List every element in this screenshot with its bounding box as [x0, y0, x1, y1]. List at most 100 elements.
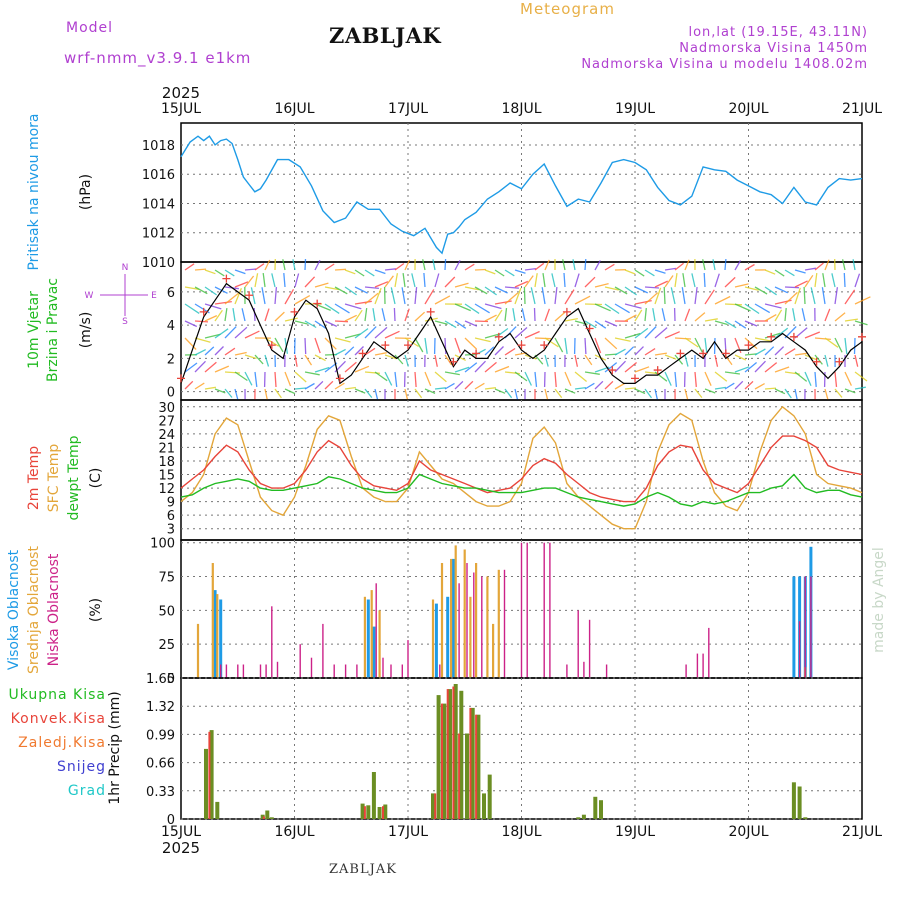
- wind-barb: [423, 272, 426, 288]
- wind-barb: [484, 314, 497, 322]
- wind-barb: [454, 380, 464, 390]
- wind-barb: [274, 287, 278, 305]
- wind-barb: [422, 259, 426, 271]
- wind-barb: [634, 309, 643, 322]
- wind-barb: [703, 272, 706, 288]
- wind-barb: [714, 371, 728, 382]
- precip-bar-0: [442, 703, 447, 819]
- precip-bar-0: [487, 774, 492, 819]
- wind-barb: [344, 361, 357, 373]
- wind-barb: [244, 268, 257, 271]
- wind-barb: [834, 337, 843, 353]
- x-tick-bottom-20JUL: 20JUL: [729, 824, 769, 840]
- wind-barb: [224, 269, 235, 277]
- clouds-ytick-label: 50: [158, 604, 175, 619]
- wind-barb: [562, 259, 566, 271]
- wind-barb: [694, 371, 697, 387]
- wind-barb: [624, 361, 638, 373]
- wind-barb: [584, 303, 603, 306]
- wind-barb: [394, 273, 399, 288]
- wind-barb: [232, 308, 236, 322]
- station-title: ZABLJAK: [329, 23, 442, 48]
- precip-bar-0: [383, 804, 388, 819]
- wind-barb: [194, 349, 206, 356]
- temp-ylabel-a: 2m Temp: [26, 446, 42, 510]
- wind-barb: [241, 308, 246, 322]
- wind-barb: [852, 259, 856, 271]
- wind-barb: [234, 371, 248, 382]
- wind-barb: [294, 371, 307, 383]
- wind-barb: [444, 354, 453, 366]
- year-label-bottom: 2025: [162, 839, 200, 857]
- wind-barb: [184, 286, 199, 291]
- cloud-bar-2: [439, 664, 441, 678]
- wind-barb: [434, 295, 451, 305]
- wind-barb: [204, 346, 215, 356]
- wind-barb: [264, 259, 271, 271]
- wind-barb: [834, 312, 846, 322]
- cloud-bar-2: [473, 572, 475, 678]
- wind-barb: [344, 303, 362, 310]
- wind-barb: [234, 269, 246, 275]
- wind-barb: [464, 380, 474, 390]
- precip-bar-1: [469, 707, 472, 819]
- wind-barb: [494, 300, 512, 305]
- wind-barb: [764, 346, 775, 356]
- wind-barb: [624, 269, 636, 275]
- wind-barb: [764, 314, 777, 322]
- wind-barb: [214, 365, 230, 373]
- cloud-bar-2: [242, 664, 245, 678]
- wind-barb: [584, 258, 587, 271]
- wind-barb: [504, 269, 515, 277]
- wind-barb: [794, 371, 808, 382]
- cloud-bar-2: [702, 653, 704, 678]
- wind-gust-marker: [631, 374, 639, 383]
- wind-gust-marker: [381, 341, 390, 350]
- wind-barb: [724, 320, 737, 329]
- wind-barb: [652, 308, 656, 322]
- wind-barb: [533, 307, 536, 322]
- wind-barb: [694, 312, 706, 322]
- cloud-bar-2: [520, 542, 523, 678]
- wind-barb: [554, 287, 558, 305]
- precip-bar-0: [791, 782, 796, 819]
- wind-barb: [494, 346, 504, 356]
- wind-barb: [654, 352, 668, 356]
- wind-barb: [704, 388, 716, 394]
- wind-gust-marker: [222, 274, 231, 283]
- wind-barb: [764, 303, 782, 309]
- cloud-bar-2: [382, 657, 384, 678]
- wind-barb: [834, 287, 839, 305]
- precip-bar-1: [446, 689, 449, 819]
- wind-barb: [254, 371, 258, 387]
- precip-bar-1: [452, 686, 455, 819]
- precip-bar-0: [204, 748, 208, 819]
- wind-barb: [584, 354, 593, 366]
- precip-bar-1: [382, 806, 384, 819]
- precip-bar-1: [262, 816, 265, 819]
- pressure-ytick-label: 1012: [142, 227, 175, 242]
- wind-barb: [324, 362, 338, 373]
- wind-barb: [314, 259, 321, 271]
- wind-barb: [261, 287, 266, 305]
- wind-barb: [384, 275, 394, 288]
- wind-barb: [634, 346, 644, 356]
- wind-barb: [734, 380, 744, 390]
- cloud-bar-2: [685, 664, 687, 678]
- wind-barb: [634, 366, 650, 373]
- wind-barb: [374, 287, 382, 305]
- wind-barb: [224, 326, 237, 339]
- wind-barb: [674, 273, 678, 288]
- wind-barb: [444, 371, 460, 376]
- wind-gust-marker: [721, 349, 730, 358]
- wind-barb: [314, 320, 327, 329]
- cloud-bar-2: [276, 661, 279, 678]
- wind-barb: [694, 287, 698, 305]
- wind-barb: [274, 388, 282, 399]
- wind-barb: [404, 259, 411, 271]
- wind-barb: [244, 275, 255, 288]
- wind-gust-marker: [517, 341, 526, 350]
- wind-barb: [654, 371, 668, 382]
- wind-barb: [354, 346, 364, 356]
- temperature-ytick-label: 18: [158, 455, 175, 470]
